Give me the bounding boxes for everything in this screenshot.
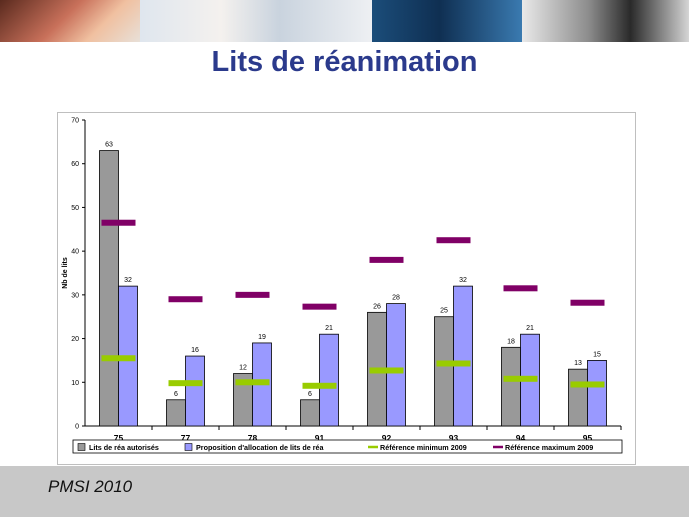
bar-chart: Nb de lits 0 10 20 30 40 50 60 70 75 63 32 77 6 16 78 12… (62, 118, 623, 454)
marker-ref-min (503, 375, 538, 382)
legend-label: Référence minimum 2009 (380, 443, 467, 452)
slide-title: Lits de réanimation (211, 46, 478, 78)
data-label: 15 (593, 351, 601, 358)
marker-ref-max (436, 237, 471, 244)
y-tick-label: 0 (75, 424, 79, 431)
data-label: 19 (258, 334, 266, 341)
legend-box (72, 439, 623, 454)
legend-label: Référence maximum 2009 (505, 443, 593, 452)
data-label: 32 (124, 277, 132, 284)
bar-proposed (319, 333, 339, 427)
bar-authorized (99, 150, 119, 427)
bar-proposed (587, 360, 607, 427)
bar-proposed (386, 303, 406, 427)
footer-text: PMSI 2010 (48, 477, 133, 496)
marker-ref-max (168, 296, 203, 303)
x-tick-label: 92 (382, 433, 392, 443)
marker-ref-max (369, 256, 404, 263)
data-label: 32 (459, 277, 467, 284)
bar-authorized (501, 346, 521, 427)
data-label: 63 (105, 142, 113, 149)
bar-authorized (166, 399, 186, 427)
data-label: 26 (373, 303, 381, 310)
y-tick-label: 10 (71, 380, 79, 387)
y-tick-label: 20 (71, 336, 79, 343)
marker-ref-min (369, 367, 404, 374)
marker-ref-max (235, 291, 270, 298)
legend-swatch (184, 443, 193, 451)
marker-ref-min (168, 380, 203, 387)
bar-authorized (300, 399, 320, 427)
bar-authorized (568, 368, 588, 427)
x-tick-label: 94 (516, 433, 526, 443)
bar-proposed (453, 285, 473, 427)
x-tick-label: 78 (248, 433, 258, 443)
bar-authorized (434, 316, 454, 427)
data-label: 13 (574, 360, 582, 367)
data-label: 21 (526, 325, 534, 332)
banner-photo-1 (0, 0, 140, 42)
legend-label: Lits de réa autorisés (89, 443, 159, 452)
data-label: 28 (392, 295, 400, 302)
marker-ref-max (503, 285, 538, 292)
marker-ref-min (302, 382, 337, 389)
y-tick-label: 30 (71, 292, 79, 299)
data-label: 21 (325, 325, 333, 332)
x-tick-label: 77 (181, 433, 191, 443)
x-tick-label: 93 (449, 433, 459, 443)
data-label: 18 (507, 338, 515, 345)
footer-bar: PMSI 2010 (0, 466, 689, 517)
marker-ref-max (101, 219, 136, 226)
y-axis-title: Nb de lits (62, 257, 69, 289)
header-banner (0, 0, 689, 42)
marker-ref-min (101, 355, 136, 362)
data-label: 6 (174, 391, 178, 398)
marker-ref-max (570, 299, 605, 306)
marker-ref-min (570, 381, 605, 388)
y-tick-label: 60 (71, 161, 79, 168)
banner-photo-2 (140, 0, 372, 42)
banner-photo-4 (522, 0, 689, 42)
y-tick-label: 70 (71, 118, 79, 125)
data-label: 6 (308, 391, 312, 398)
marker-ref-max (302, 303, 337, 310)
x-tick-label: 95 (583, 433, 593, 443)
marker-ref-min (235, 379, 270, 386)
y-tick-label: 50 (71, 205, 79, 212)
data-label: 16 (191, 347, 199, 354)
x-tick-label: 91 (315, 433, 325, 443)
banner-photo-3 (372, 0, 522, 42)
legend-label: Proposition d'allocation de lits de réa (196, 443, 325, 452)
chart-container: Nb de lits 0 10 20 30 40 50 60 70 75 63 32 77 6 16 78 12… (57, 112, 636, 465)
data-label: 12 (239, 365, 247, 372)
legend-swatch (77, 443, 86, 451)
data-label: 25 (440, 308, 448, 315)
x-tick-label: 75 (114, 433, 124, 443)
y-tick-label: 40 (71, 249, 79, 256)
marker-ref-min (436, 360, 471, 367)
bar-proposed (185, 355, 205, 427)
